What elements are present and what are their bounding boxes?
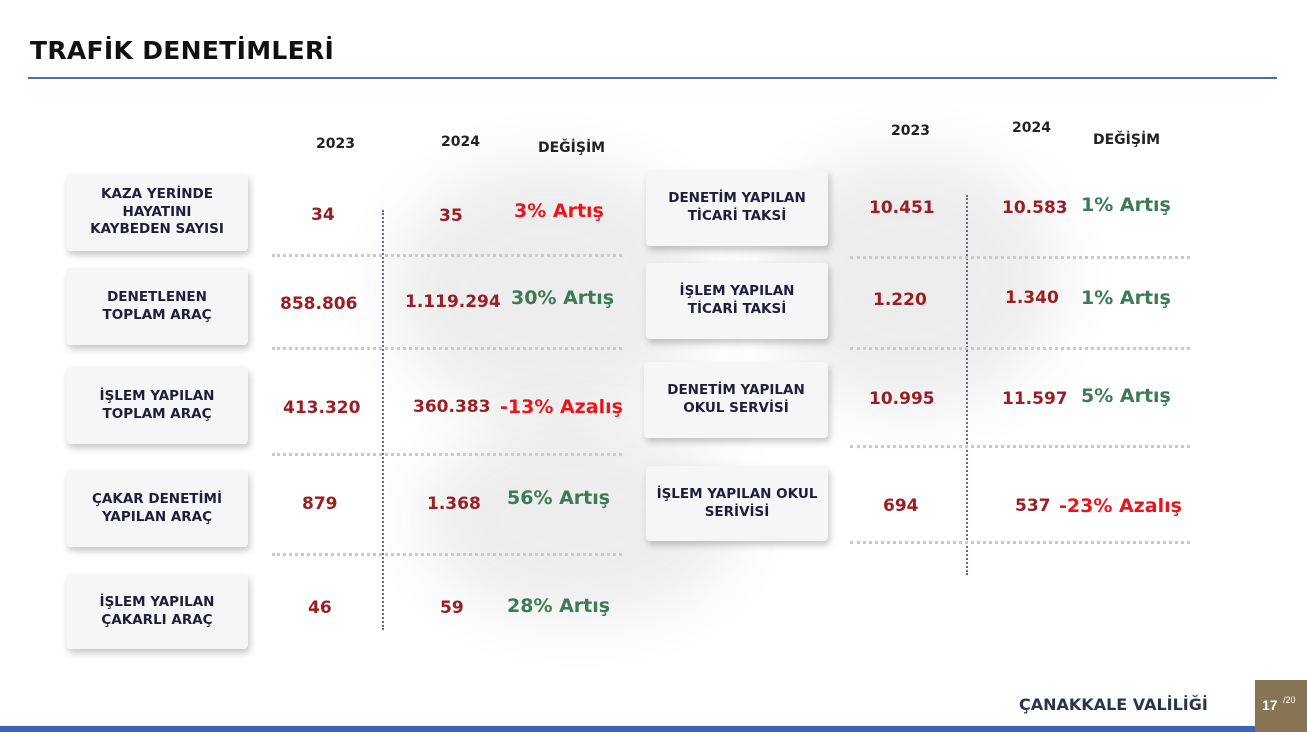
change-value: 5% Artış xyxy=(1081,385,1171,407)
value-2023: 858.806 xyxy=(280,294,358,314)
change-value: 1% Artış xyxy=(1081,287,1171,309)
row-divider xyxy=(850,256,1190,259)
value-2023: 879 xyxy=(302,494,338,514)
page-number-box: 17 /20 xyxy=(1255,680,1307,732)
value-2023: 10.451 xyxy=(869,198,935,218)
value-2024: 360.383 xyxy=(413,397,491,417)
value-2023: 46 xyxy=(308,598,332,618)
row-label-siren-inspected: ÇAKAR DENETİMİ YAPILAN ARAÇ xyxy=(66,470,248,547)
page-title: TRAFİK DENETİMLERİ xyxy=(30,36,335,65)
value-2024: 537 xyxy=(1015,496,1051,516)
value-2024: 1.119.294 xyxy=(405,292,501,312)
value-2024: 35 xyxy=(439,206,463,226)
row-label-taxi-processed: İŞLEM YAPILAN TİCARİ TAKSİ xyxy=(646,263,828,339)
page-total: /20 xyxy=(1283,695,1296,705)
value-2024: 59 xyxy=(440,598,464,618)
title-divider xyxy=(28,77,1277,79)
change-value: -13% Azalış xyxy=(500,396,623,418)
value-2023: 694 xyxy=(883,496,919,516)
right-header-change: DEĞİŞİM xyxy=(1093,132,1161,148)
row-label-inspected-vehicles: DENETLENEN TOPLAM ARAÇ xyxy=(66,268,248,345)
row-label-taxi-inspected: DENETİM YAPILAN TİCARİ TAKSİ xyxy=(646,170,828,246)
change-value: 56% Artış xyxy=(507,487,611,509)
value-2024: 1.340 xyxy=(1005,288,1059,308)
value-2023: 34 xyxy=(311,205,335,225)
change-value: -23% Azalış xyxy=(1059,495,1182,517)
value-2023: 10.995 xyxy=(869,389,935,409)
value-2023: 413.320 xyxy=(283,398,361,418)
bottom-bar xyxy=(0,726,1255,732)
left-header-2023: 2023 xyxy=(316,136,355,152)
right-header-2023: 2023 xyxy=(891,123,930,139)
row-divider xyxy=(272,553,622,556)
row-label-school-inspected: DENETİM YAPILAN OKUL SERVİSİ xyxy=(644,362,828,438)
value-2024: 10.583 xyxy=(1002,198,1068,218)
row-label-siren-processed: İŞLEM YAPILAN ÇAKARLI ARAÇ xyxy=(66,574,248,649)
change-value: 30% Artış xyxy=(511,287,615,309)
row-divider xyxy=(850,347,1190,350)
right-column-divider xyxy=(966,195,968,575)
row-divider xyxy=(850,541,1190,544)
row-divider xyxy=(272,254,622,257)
change-value: 28% Artış xyxy=(507,595,611,617)
left-header-2024: 2024 xyxy=(441,134,480,150)
row-label-fatalities: KAZA YERİNDE HAYATINI KAYBEDEN SAYISI xyxy=(66,174,248,251)
row-label-school-processed: İŞLEM YAPILAN OKUL SERİVİSİ xyxy=(646,466,828,541)
change-value: 3% Artış xyxy=(514,200,604,222)
organization-name: ÇANAKKALE VALİLİĞİ xyxy=(1019,695,1208,714)
row-divider xyxy=(272,347,622,350)
left-column-divider xyxy=(382,210,384,630)
change-value: 1% Artış xyxy=(1081,194,1171,216)
row-divider xyxy=(272,453,622,456)
page-number: 17 xyxy=(1262,697,1278,713)
value-2023: 1.220 xyxy=(873,290,927,310)
row-label-processed-vehicles: İŞLEM YAPILAN TOPLAM ARAÇ xyxy=(66,367,248,444)
value-2024: 1.368 xyxy=(427,494,481,514)
left-header-change: DEĞİŞİM xyxy=(538,140,606,156)
value-2024: 11.597 xyxy=(1002,389,1068,409)
right-header-2024: 2024 xyxy=(1012,120,1051,136)
row-divider xyxy=(850,445,1190,448)
